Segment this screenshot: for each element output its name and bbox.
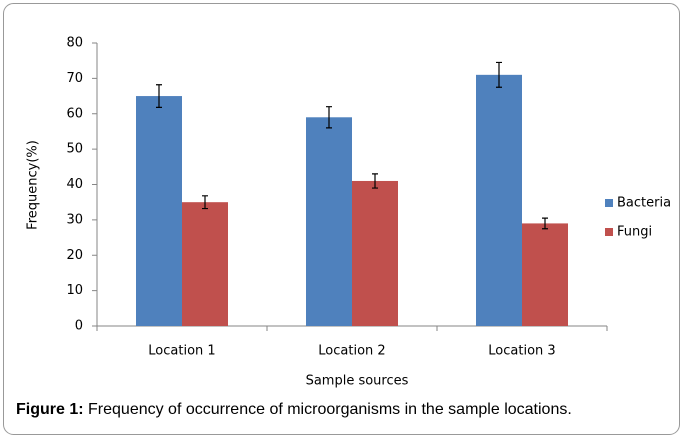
y-tick-label: 80 — [66, 36, 83, 51]
error-bar — [496, 61, 502, 88]
y-tick-label: 70 — [66, 71, 83, 86]
legend-swatch — [605, 228, 613, 236]
bar — [522, 223, 568, 326]
bar — [136, 96, 182, 326]
bar — [352, 180, 398, 326]
legend-label: Bacteria — [617, 196, 671, 211]
caption: Figure 1: Frequency of occurrence of mic… — [16, 401, 572, 419]
y-tick-label: 10 — [66, 283, 83, 298]
y-axis-title: Frequency(%) — [26, 140, 41, 230]
y-tick-label: 20 — [66, 248, 83, 263]
y-tick-label: 0 — [75, 319, 83, 334]
error-bar — [156, 84, 162, 108]
y-tick-label: 40 — [66, 177, 83, 192]
error-bar — [326, 106, 332, 129]
error-bar — [542, 217, 548, 230]
y-tick-label: 50 — [66, 142, 83, 157]
frame — [3, 3, 680, 435]
bar — [476, 74, 522, 327]
error-bar — [372, 173, 378, 189]
caption-text: Frequency of occurrence of microorganism… — [88, 401, 572, 418]
x-tick-label: Location 3 — [488, 344, 555, 359]
legend-label: Fungi — [617, 225, 652, 240]
legend-swatch — [605, 199, 613, 207]
caption-label: Figure 1: — [16, 401, 84, 418]
x-tick-label: Location 2 — [318, 344, 385, 359]
bar — [306, 117, 352, 326]
x-tick-label: Location 1 — [148, 344, 215, 359]
y-tick-label: 60 — [66, 106, 83, 121]
x-axis-title: Sample sources — [306, 374, 409, 389]
y-tick-label: 30 — [66, 212, 83, 227]
error-bar — [202, 195, 208, 210]
bar — [182, 202, 228, 326]
